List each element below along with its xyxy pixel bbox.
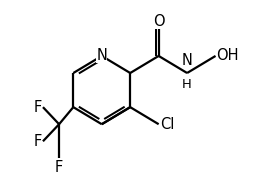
Text: H: H: [182, 78, 192, 91]
Text: Cl: Cl: [160, 117, 174, 132]
Text: N: N: [96, 48, 107, 63]
Text: N: N: [182, 53, 192, 68]
Text: F: F: [55, 160, 63, 175]
Text: OH: OH: [217, 48, 239, 63]
Text: F: F: [33, 100, 42, 115]
Text: F: F: [33, 134, 42, 149]
Text: O: O: [153, 14, 165, 29]
